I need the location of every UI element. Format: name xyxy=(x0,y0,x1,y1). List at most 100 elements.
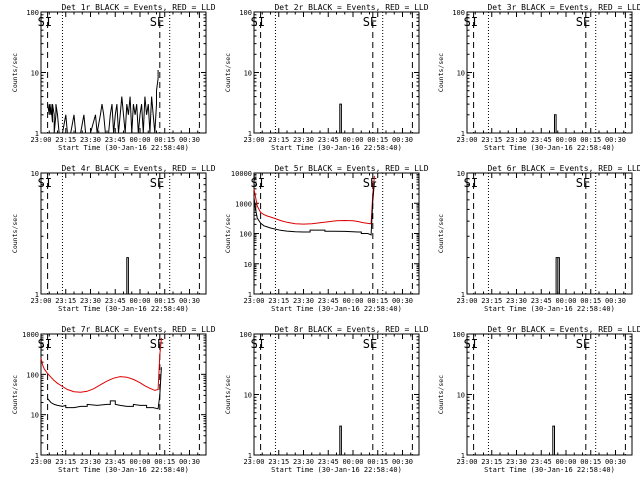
x-tick-label: 00:15 xyxy=(367,458,388,466)
plot-frame xyxy=(253,333,420,456)
x-tick-label: 23:45 xyxy=(105,136,126,144)
x-tick-label: 00:00 xyxy=(342,297,363,305)
marker-se-label: SE xyxy=(363,176,377,190)
x-axis-label: Start Time (30-Jan-16 22:58:40) xyxy=(484,466,615,474)
marker-se-label: SE xyxy=(150,337,164,351)
x-tick-label: 23:00 xyxy=(30,458,51,466)
panel-title: Det 1r BLACK = Events, RED = LLD xyxy=(61,3,215,12)
plot-frame xyxy=(253,11,420,134)
y-tick-label: 10 xyxy=(244,70,252,78)
marker-se-label: SE xyxy=(363,15,377,29)
panel-det-6: Det 6r BLACK = Events, RED = LLD 1 10 23:00… xyxy=(437,164,640,313)
x-axis-label: Start Time (30-Jan-16 22:58:40) xyxy=(484,305,615,313)
x-tick-label: 23:00 xyxy=(456,136,477,144)
panel-det-5: Det 5r BLACK = Events, RED = LLD 1 10 100 10… xyxy=(224,164,429,313)
y-tick-label: 10000 xyxy=(231,170,252,178)
y-tick-label: 1 xyxy=(35,291,39,299)
x-tick-label: 23:45 xyxy=(531,458,552,466)
y-axis-label: Counts/sec xyxy=(224,375,232,414)
x-tick-label: 23:45 xyxy=(318,458,339,466)
events-series-line xyxy=(126,257,129,294)
x-tick-label: 00:00 xyxy=(129,297,150,305)
plot-frame xyxy=(40,172,207,295)
y-tick-label: 1 xyxy=(35,452,39,460)
x-tick-label: 23:00 xyxy=(243,297,264,305)
x-tick-label: 23:30 xyxy=(506,458,527,466)
plot-frame xyxy=(253,172,420,295)
x-tick-label: 00:00 xyxy=(555,136,576,144)
marker-se-label: SE xyxy=(150,15,164,29)
x-tick-label: 23:45 xyxy=(531,136,552,144)
x-tick-label: 23:45 xyxy=(105,458,126,466)
panel-title: Det 9r BLACK = Events, RED = LLD xyxy=(487,325,640,334)
x-tick-label: 23:15 xyxy=(268,297,289,305)
y-axis-label: Counts/sec xyxy=(11,214,19,253)
y-tick-label: 1 xyxy=(461,130,465,138)
x-tick-label: 23:15 xyxy=(268,136,289,144)
x-tick-label: 00:15 xyxy=(154,458,175,466)
x-tick-label: 23:15 xyxy=(55,458,76,466)
y-tick-label: 10 xyxy=(244,261,252,269)
events-series-line xyxy=(339,425,342,455)
y-tick-label: 10 xyxy=(244,392,252,400)
x-tick-label: 00:15 xyxy=(580,458,601,466)
panel-det-2: Det 2r BLACK = Events, RED = LLD 1 10 100 23… xyxy=(224,3,429,152)
plot-frame xyxy=(466,333,633,456)
panel-title: Det 5r BLACK = Events, RED = LLD xyxy=(274,164,428,173)
y-tick-label: 10 xyxy=(457,170,465,178)
x-tick-label: 00:00 xyxy=(129,136,150,144)
marker-si-label: SI xyxy=(251,337,265,351)
x-tick-label: 00:30 xyxy=(179,136,200,144)
marker-se-label: SE xyxy=(576,337,590,351)
x-tick-label: 23:30 xyxy=(293,297,314,305)
x-tick-label: 23:00 xyxy=(243,458,264,466)
x-tick-label: 23:15 xyxy=(55,297,76,305)
x-tick-label: 23:30 xyxy=(293,136,314,144)
y-tick-label: 100 xyxy=(452,331,465,339)
x-tick-label: 23:15 xyxy=(481,458,502,466)
y-tick-label: 1000 xyxy=(235,200,252,208)
x-tick-label: 23:15 xyxy=(55,136,76,144)
x-tick-label: 00:30 xyxy=(605,297,626,305)
lld-series-line xyxy=(253,175,375,225)
x-axis-label: Start Time (30-Jan-16 22:58:40) xyxy=(271,305,402,313)
panel-det-1: Det 1r BLACK = Events, RED = LLD 1 10 100 23… xyxy=(11,3,216,152)
marker-se-label: SE xyxy=(576,15,590,29)
y-tick-label: 10 xyxy=(31,412,39,420)
y-tick-label: 1 xyxy=(248,130,252,138)
panel-det-4: Det 4r BLACK = Events, RED = LLD 1 10 23:00… xyxy=(11,164,216,313)
x-tick-label: 00:15 xyxy=(154,297,175,305)
x-tick-label: 00:00 xyxy=(555,458,576,466)
x-tick-label: 23:30 xyxy=(80,136,101,144)
x-tick-label: 23:45 xyxy=(531,297,552,305)
events-series-line xyxy=(47,70,159,134)
x-tick-label: 23:00 xyxy=(243,136,264,144)
marker-si-label: SI xyxy=(464,176,478,190)
x-tick-label: 23:15 xyxy=(268,458,289,466)
y-tick-label: 100 xyxy=(239,9,252,17)
x-tick-label: 00:15 xyxy=(580,136,601,144)
panel-title: Det 3r BLACK = Events, RED = LLD xyxy=(487,3,640,12)
x-axis-label: Start Time (30-Jan-16 22:58:40) xyxy=(58,466,189,474)
x-tick-label: 00:00 xyxy=(342,458,363,466)
x-tick-label: 00:30 xyxy=(392,458,413,466)
x-tick-label: 23:30 xyxy=(506,297,527,305)
x-tick-label: 00:00 xyxy=(342,136,363,144)
y-axis-label: Counts/sec xyxy=(11,53,19,92)
x-tick-label: 23:30 xyxy=(293,458,314,466)
x-tick-label: 23:30 xyxy=(80,297,101,305)
marker-si-label: SI xyxy=(38,337,52,351)
y-tick-label: 100 xyxy=(452,9,465,17)
y-tick-label: 1 xyxy=(248,291,252,299)
y-axis-label: Counts/sec xyxy=(437,214,445,253)
y-tick-label: 1 xyxy=(35,130,39,138)
x-tick-label: 00:30 xyxy=(605,136,626,144)
x-tick-label: 00:15 xyxy=(367,136,388,144)
marker-si-label: SI xyxy=(464,15,478,29)
x-tick-label: 23:15 xyxy=(481,136,502,144)
x-tick-label: 23:30 xyxy=(80,458,101,466)
x-tick-label: 00:00 xyxy=(555,297,576,305)
events-series-line xyxy=(555,257,560,294)
